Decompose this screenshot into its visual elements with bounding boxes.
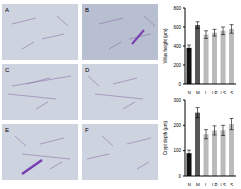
svg-text:N: N: [188, 183, 191, 186]
svg-text:E: E: [8, 127, 9, 133]
svg-text:600: 600: [173, 25, 181, 30]
svg-text:A: A: [8, 7, 9, 13]
svg-text:L: L: [205, 183, 208, 186]
svg-text:Crypt depth (μm): Crypt depth (μm): [163, 121, 168, 155]
svg-text:B: B: [85, 7, 89, 13]
svg-text:0: 0: [178, 82, 181, 87]
svg-text:400: 400: [173, 44, 181, 49]
svg-text:100: 100: [173, 148, 181, 153]
svg-text:N: N: [188, 91, 191, 94]
svg-text:F: F: [85, 127, 89, 133]
svg-text:Villus height (μm): Villus height (μm): [163, 28, 168, 63]
svg-text:LS: LS: [220, 91, 226, 94]
svg-text:0: 0: [178, 174, 181, 179]
svg-text:C: C: [8, 67, 10, 73]
svg-text:LS: LS: [220, 183, 226, 186]
svg-text:S: S: [230, 183, 233, 186]
svg-text:800: 800: [173, 6, 181, 11]
svg-text:L: L: [205, 91, 208, 94]
svg-text:M: M: [196, 183, 200, 186]
svg-text:300: 300: [173, 98, 181, 103]
svg-text:200: 200: [173, 63, 181, 68]
svg-text:D: D: [85, 67, 90, 73]
svg-text:200: 200: [173, 123, 181, 128]
svg-text:LP: LP: [212, 183, 218, 186]
svg-text:LP: LP: [212, 91, 218, 94]
svg-text:M: M: [196, 91, 200, 94]
svg-text:S: S: [230, 91, 233, 94]
